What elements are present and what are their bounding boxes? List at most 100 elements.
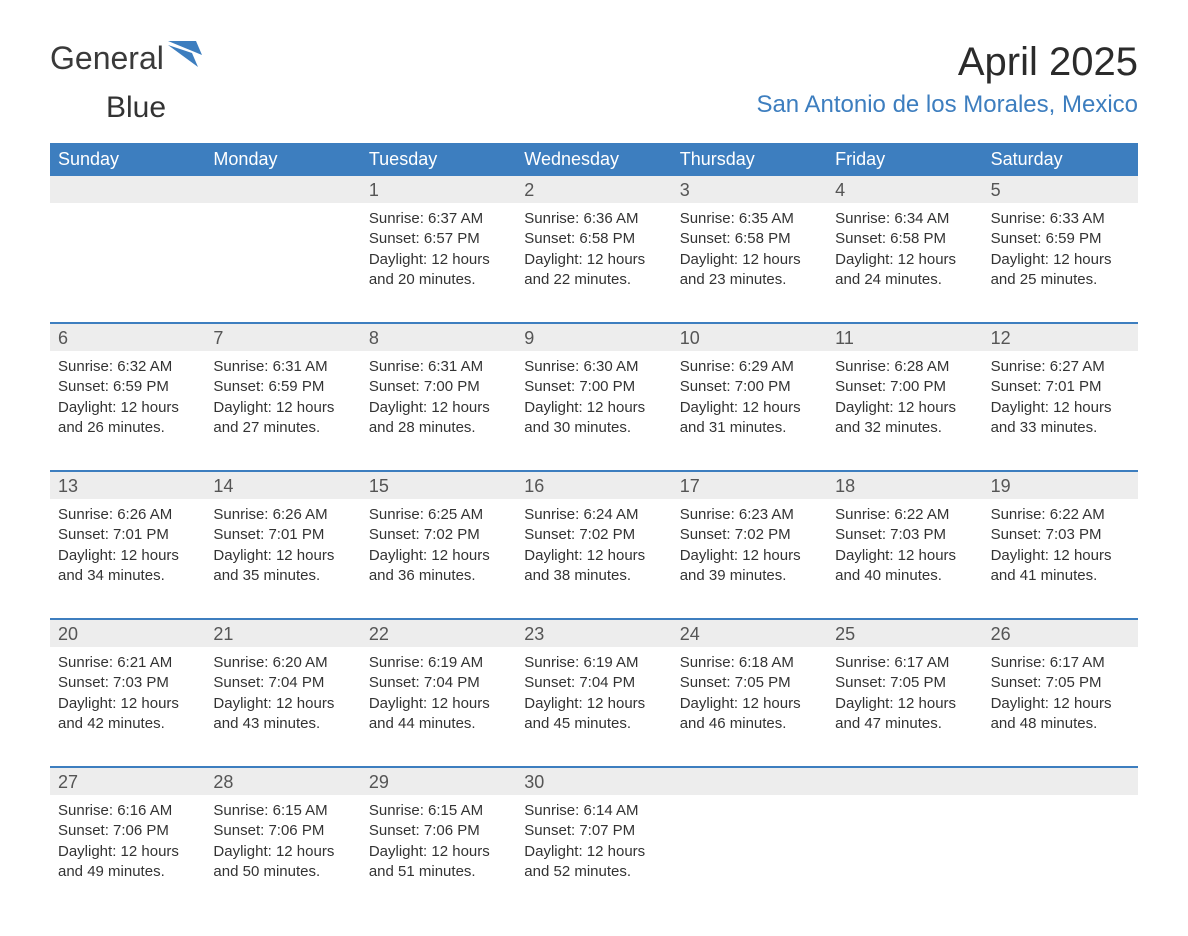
sunrise-line: Sunrise: 6:31 AM	[213, 357, 352, 377]
calendar-cell	[205, 203, 360, 304]
calendar-cell: Sunrise: 6:34 AMSunset: 6:58 PMDaylight:…	[827, 203, 982, 304]
day-number: 19	[983, 472, 1138, 499]
brand-part2: Blue	[106, 91, 166, 124]
daylight-line: Daylight: 12 hours and 46 minutes.	[680, 694, 819, 735]
sunset-line: Sunset: 7:00 PM	[680, 377, 819, 397]
sunset-line: Sunset: 6:59 PM	[213, 377, 352, 397]
calendar-cell: Sunrise: 6:31 AMSunset: 6:59 PMDaylight:…	[205, 351, 360, 452]
sunset-line: Sunset: 6:58 PM	[680, 229, 819, 249]
sunrise-line: Sunrise: 6:34 AM	[835, 209, 974, 229]
daynum-row: 6789101112	[50, 324, 1138, 351]
sunset-line: Sunset: 6:59 PM	[58, 377, 197, 397]
sunrise-line: Sunrise: 6:18 AM	[680, 653, 819, 673]
day-number: 21	[205, 620, 360, 647]
sunset-line: Sunset: 7:06 PM	[213, 821, 352, 841]
day-number	[983, 768, 1138, 795]
sunrise-line: Sunrise: 6:30 AM	[524, 357, 663, 377]
daynum-row: 20212223242526	[50, 620, 1138, 647]
daylight-line: Daylight: 12 hours and 22 minutes.	[524, 250, 663, 291]
weeks-container: 12345Sunrise: 6:37 AMSunset: 6:57 PMDayl…	[50, 176, 1138, 896]
daynum-row: 27282930	[50, 768, 1138, 795]
sunset-line: Sunset: 7:03 PM	[58, 673, 197, 693]
calendar-cell: Sunrise: 6:16 AMSunset: 7:06 PMDaylight:…	[50, 795, 205, 896]
daylight-line: Daylight: 12 hours and 39 minutes.	[680, 546, 819, 587]
calendar-week: 13141516171819Sunrise: 6:26 AMSunset: 7:…	[50, 470, 1138, 600]
daylight-line: Daylight: 12 hours and 43 minutes.	[213, 694, 352, 735]
location-label: San Antonio de los Morales, Mexico	[756, 91, 1138, 119]
sunset-line: Sunset: 7:01 PM	[991, 377, 1130, 397]
day-number: 6	[50, 324, 205, 351]
sunrise-line: Sunrise: 6:14 AM	[524, 801, 663, 821]
calendar-cell: Sunrise: 6:24 AMSunset: 7:02 PMDaylight:…	[516, 499, 671, 600]
sunset-line: Sunset: 7:00 PM	[524, 377, 663, 397]
day-number: 7	[205, 324, 360, 351]
daylight-line: Daylight: 12 hours and 42 minutes.	[58, 694, 197, 735]
sunrise-line: Sunrise: 6:15 AM	[369, 801, 508, 821]
daylight-line: Daylight: 12 hours and 26 minutes.	[58, 398, 197, 439]
sunrise-line: Sunrise: 6:27 AM	[991, 357, 1130, 377]
sunrise-line: Sunrise: 6:20 AM	[213, 653, 352, 673]
daylight-line: Daylight: 12 hours and 49 minutes.	[58, 842, 197, 883]
day-number	[50, 176, 205, 203]
sunset-line: Sunset: 7:03 PM	[991, 525, 1130, 545]
sunset-line: Sunset: 7:02 PM	[680, 525, 819, 545]
calendar-cell: Sunrise: 6:15 AMSunset: 7:06 PMDaylight:…	[361, 795, 516, 896]
sunrise-line: Sunrise: 6:17 AM	[835, 653, 974, 673]
day-number: 13	[50, 472, 205, 499]
day-number: 3	[672, 176, 827, 203]
sunset-line: Sunset: 7:01 PM	[58, 525, 197, 545]
sunrise-line: Sunrise: 6:31 AM	[369, 357, 508, 377]
sunset-line: Sunset: 6:58 PM	[835, 229, 974, 249]
daynum-row: 12345	[50, 176, 1138, 203]
sunrise-line: Sunrise: 6:33 AM	[991, 209, 1130, 229]
sunset-line: Sunset: 7:05 PM	[835, 673, 974, 693]
daylight-line: Daylight: 12 hours and 44 minutes.	[369, 694, 508, 735]
day-number: 24	[672, 620, 827, 647]
day-number: 1	[361, 176, 516, 203]
sunset-line: Sunset: 7:02 PM	[524, 525, 663, 545]
daylight-line: Daylight: 12 hours and 23 minutes.	[680, 250, 819, 291]
sunset-line: Sunset: 7:04 PM	[369, 673, 508, 693]
sunrise-line: Sunrise: 6:19 AM	[524, 653, 663, 673]
daylight-line: Daylight: 12 hours and 36 minutes.	[369, 546, 508, 587]
sunset-line: Sunset: 7:07 PM	[524, 821, 663, 841]
day-number: 10	[672, 324, 827, 351]
daylight-line: Daylight: 12 hours and 34 minutes.	[58, 546, 197, 587]
calendar-cell: Sunrise: 6:30 AMSunset: 7:00 PMDaylight:…	[516, 351, 671, 452]
daylight-line: Daylight: 12 hours and 50 minutes.	[213, 842, 352, 883]
sunset-line: Sunset: 7:00 PM	[835, 377, 974, 397]
calendar-cell: Sunrise: 6:20 AMSunset: 7:04 PMDaylight:…	[205, 647, 360, 748]
calendar-cell: Sunrise: 6:26 AMSunset: 7:01 PMDaylight:…	[205, 499, 360, 600]
daylight-line: Daylight: 12 hours and 47 minutes.	[835, 694, 974, 735]
calendar-cell: Sunrise: 6:25 AMSunset: 7:02 PMDaylight:…	[361, 499, 516, 600]
calendar-cell: Sunrise: 6:28 AMSunset: 7:00 PMDaylight:…	[827, 351, 982, 452]
calendar-cell: Sunrise: 6:21 AMSunset: 7:03 PMDaylight:…	[50, 647, 205, 748]
calendar-cell: Sunrise: 6:17 AMSunset: 7:05 PMDaylight:…	[983, 647, 1138, 748]
sunrise-line: Sunrise: 6:26 AM	[58, 505, 197, 525]
day-number: 18	[827, 472, 982, 499]
sunrise-line: Sunrise: 6:24 AM	[524, 505, 663, 525]
calendar-cell: Sunrise: 6:31 AMSunset: 7:00 PMDaylight:…	[361, 351, 516, 452]
day-number: 14	[205, 472, 360, 499]
flag-icon	[168, 40, 202, 77]
sunset-line: Sunset: 7:06 PM	[369, 821, 508, 841]
daylight-line: Daylight: 12 hours and 38 minutes.	[524, 546, 663, 587]
dow-thursday: Thursday	[672, 143, 827, 176]
sunset-line: Sunset: 7:05 PM	[991, 673, 1130, 693]
sunset-line: Sunset: 7:03 PM	[835, 525, 974, 545]
daylight-line: Daylight: 12 hours and 40 minutes.	[835, 546, 974, 587]
sunset-line: Sunset: 7:02 PM	[369, 525, 508, 545]
sunset-line: Sunset: 7:05 PM	[680, 673, 819, 693]
day-number	[827, 768, 982, 795]
sunrise-line: Sunrise: 6:32 AM	[58, 357, 197, 377]
calendar: Sunday Monday Tuesday Wednesday Thursday…	[50, 143, 1138, 896]
calendar-cell: Sunrise: 6:35 AMSunset: 6:58 PMDaylight:…	[672, 203, 827, 304]
sunrise-line: Sunrise: 6:37 AM	[369, 209, 508, 229]
sunset-line: Sunset: 7:04 PM	[213, 673, 352, 693]
sunrise-line: Sunrise: 6:35 AM	[680, 209, 819, 229]
dow-monday: Monday	[205, 143, 360, 176]
calendar-week: 6789101112Sunrise: 6:32 AMSunset: 6:59 P…	[50, 322, 1138, 452]
day-number: 26	[983, 620, 1138, 647]
calendar-cell: Sunrise: 6:29 AMSunset: 7:00 PMDaylight:…	[672, 351, 827, 452]
sunset-line: Sunset: 7:00 PM	[369, 377, 508, 397]
